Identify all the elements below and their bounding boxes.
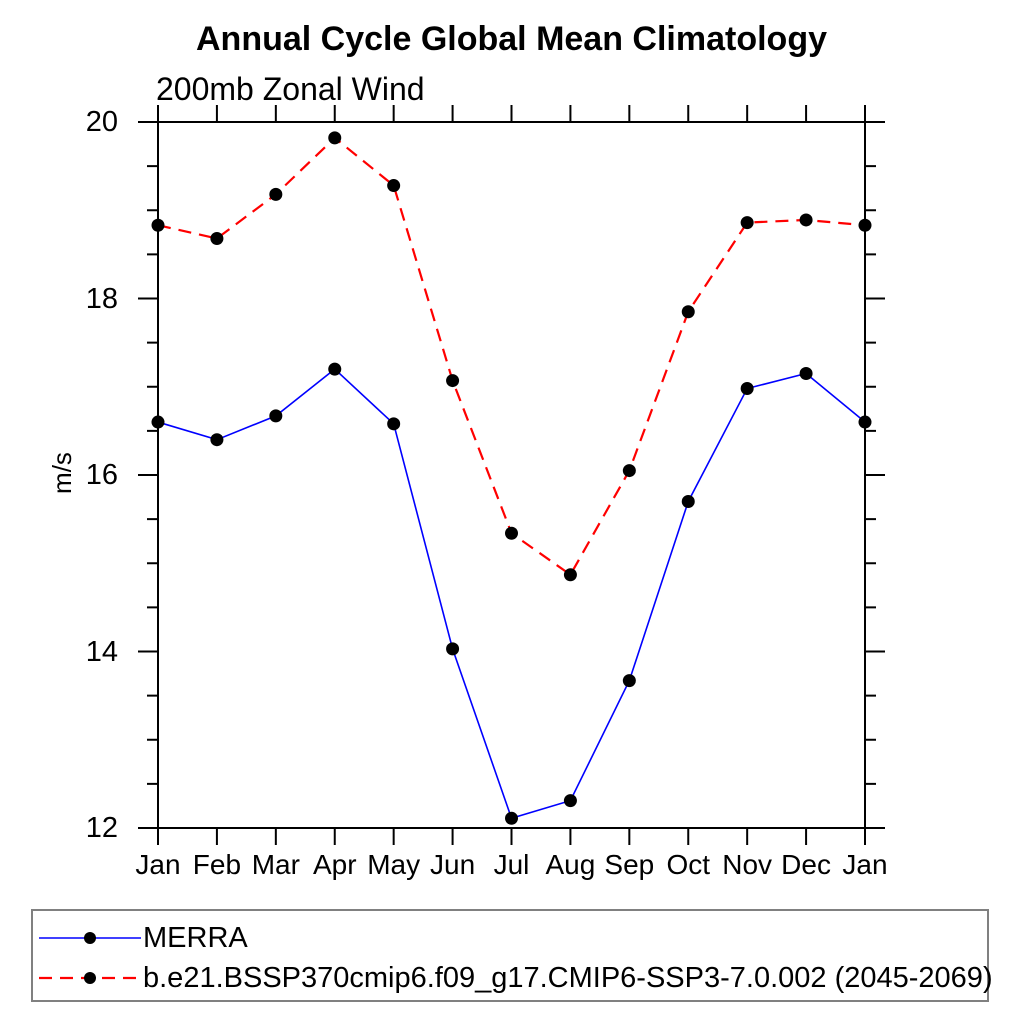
legend-label-merra: MERRA [143,922,248,954]
y-tick-label-20: 20 [85,106,118,138]
y-tick-label-12: 12 [85,812,118,844]
data-point-marker [799,367,813,381]
data-point-marker [622,674,636,688]
x-tick-label-10-nov: Nov [722,849,773,880]
data-point-marker [563,568,577,582]
data-point-marker [269,187,283,201]
data-point-marker [858,218,872,232]
chart-subtitle: 200mb Zonal Wind [156,71,425,107]
x-tick-label-11-dec: Dec [781,849,831,880]
x-tick-label-12-jan: Jan [842,849,888,880]
chart-title: Annual Cycle Global Mean Climatology [196,20,827,58]
x-tick-label-2-mar: Mar [251,849,300,880]
x-tick-label-1-feb: Feb [192,849,242,880]
plot-border [157,121,866,829]
x-tick-label-5-jun: Jun [430,849,476,880]
legend-line-sample-merra [39,932,141,944]
legend-label-model: b.e21.BSSP370cmip6.f09_g17.CMIP6-SSP3-7.… [143,962,993,994]
x-tick-label-8-sep: Sep [604,849,655,880]
legend-item-model: b.e21.BSSP370cmip6.f09_g17.CMIP6-SSP3-7.… [33,963,993,993]
data-point-marker [269,409,283,423]
legend-sample-marker [84,972,96,984]
data-point-marker [328,362,342,376]
x-tick-label-9-oct: Oct [666,849,711,880]
data-point-marker [858,415,872,429]
data-point-marker [799,213,813,227]
x-tick-label-6-jul: Jul [493,849,530,880]
data-point-marker [446,642,460,656]
data-point-marker [151,415,165,429]
x-tick-label-3-apr: Apr [312,849,357,880]
data-point-marker [446,374,460,388]
x-tick-label-0-jan: Jan [135,849,181,880]
data-point-marker [740,216,754,230]
data-point-marker [210,433,224,447]
data-point-marker [387,179,401,193]
x-tick-label-7-aug: Aug [545,849,596,880]
data-point-marker [387,417,401,431]
legend-line-sample-model [39,972,141,984]
data-point-marker [681,494,695,508]
x-tick-label-4-may: May [367,849,421,880]
y-tick-label-14: 14 [85,635,118,668]
data-point-marker [210,231,224,245]
data-point-marker [505,811,518,825]
series-line-merra [157,368,866,820]
legend-item-merra: MERRA [33,923,987,953]
y-tick-label-18: 18 [85,282,118,315]
data-point-marker [563,794,577,808]
data-point-marker [681,305,695,319]
legend-box: MERRA b.e21.BSSP370cmip6.f09_g17.CMIP6-S… [31,909,993,1002]
data-point-marker [622,464,636,478]
legend-sample-marker [84,932,96,944]
y-tick-label-16: 16 [85,459,118,491]
plot-area [138,105,885,845]
data-point-marker [151,218,165,232]
data-point-marker [505,526,518,540]
data-point-marker [328,131,342,145]
data-point-marker [740,382,754,396]
series-line-model [157,136,866,577]
